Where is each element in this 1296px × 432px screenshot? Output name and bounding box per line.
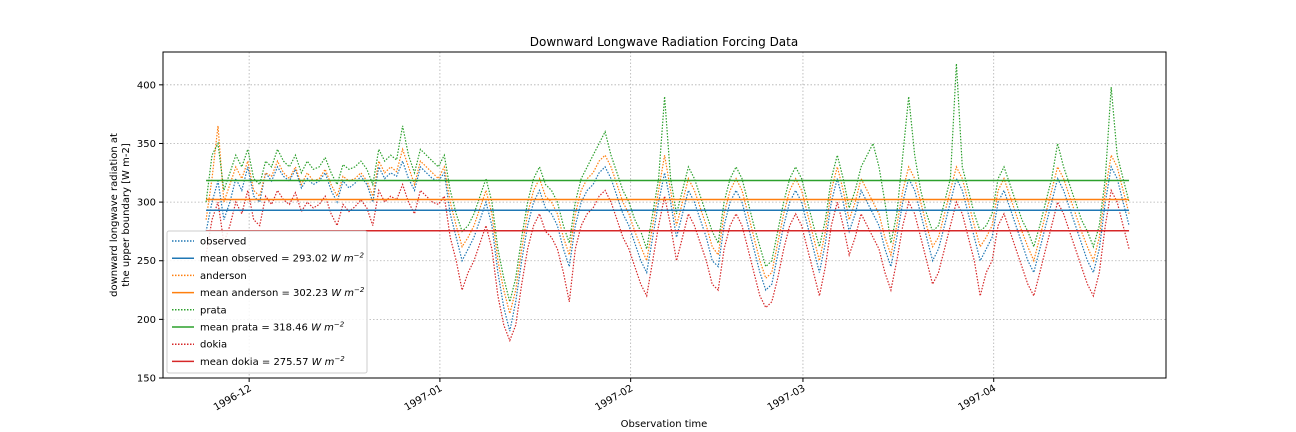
legend-entry: mean anderson = 302.23 W m−2 [172,286,365,299]
x-tick-label: 1996-12 [212,383,254,413]
chart-title: Downward Longwave Radiation Forcing Data [530,35,798,49]
x-tick-label: 1997-02 [593,383,635,413]
legend-entry: prata [172,305,227,316]
legend-entry: dokia [172,340,227,351]
y-tick-label: 300 [137,198,156,209]
legend-entry: mean observed = 293.02 W m−2 [172,252,364,265]
legend-label: mean prata = 318.46 W m−2 [200,321,345,334]
legend-entry: observed [172,237,246,248]
y-axis-ticks: 150 200 250 300 350 400 [137,80,163,385]
legend-box [166,230,368,374]
y-axis-label: downward longwave radiation at the upper… [109,133,132,297]
legend-label: mean anderson = 302.23 W m−2 [200,286,365,299]
x-tick-label: 1997-04 [957,383,999,413]
y-tick-label: 350 [137,139,156,150]
y-tick-label: 150 [137,374,156,385]
plot-frame [162,51,1167,379]
x-tick-label: 1997-01 [403,383,445,413]
y-axis-label-line-2: the upper boundary [W m-2] [121,143,132,287]
y-tick-label: 250 [137,256,156,267]
legend-entry: anderson [172,271,247,282]
x-axis-label: Observation time [621,419,708,430]
legend-label: prata [200,305,227,316]
y-tick-label: 200 [137,315,156,326]
legend-label: observed [200,237,246,248]
legend-entry: mean prata = 318.46 W m−2 [172,321,345,334]
legend-label: dokia [200,340,227,351]
legend-label: mean observed = 293.02 W m−2 [200,252,364,265]
y-tick-label: 400 [137,80,156,91]
mean-lines-layer [206,179,1130,232]
legend-label: anderson [200,271,247,282]
series-line-dokia [205,182,1130,343]
legend: observed mean observed = 293.02 W m−2 ande… [166,230,368,374]
x-axis-ticks: 1996-12 1997-01 1997-02 1997-03 1997-04 [212,378,998,413]
x-tick-label: 1997-03 [766,383,808,413]
legend-entry: mean dokia = 275.57 W m−2 [172,355,345,368]
y-axis-label-line-1: downward longwave radiation at [109,133,120,297]
series-line-anderson [205,125,1130,314]
legend-label: mean dokia = 275.57 W m−2 [200,355,345,368]
series-layer [205,63,1130,343]
